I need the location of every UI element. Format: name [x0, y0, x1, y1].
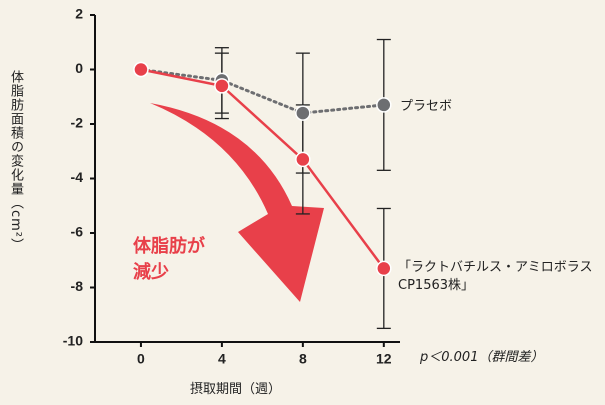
x-axis-label: 摂取期間（週）: [190, 382, 282, 397]
x-tick-label: 0: [137, 351, 145, 367]
data-point: [295, 151, 311, 168]
y-tick-label: -2: [71, 115, 84, 131]
y-tick-label: 0: [75, 60, 83, 76]
y-tick-label: -10: [63, 333, 83, 349]
series-line: [139, 68, 386, 270]
data-point: [376, 97, 392, 113]
decrease-arrow: [150, 103, 324, 302]
x-tick-label: 12: [376, 351, 392, 367]
series-line: [139, 68, 386, 115]
y-tick-label: -8: [71, 278, 84, 294]
series-label: プラセボ: [400, 99, 453, 114]
y-tick-label: -4: [71, 169, 84, 185]
y-axis-label: 体脂肪面積の変化量（cm²）: [8, 70, 23, 253]
y-tick-label: -6: [71, 224, 84, 240]
x-tick-label: 4: [218, 351, 226, 367]
y-tick-label: 2: [75, 6, 83, 22]
data-point: [376, 260, 392, 277]
series-label: 「ラクトバチルス・アミロボラス CP1563株」: [398, 260, 593, 293]
annotation: 体脂肪が: [133, 236, 205, 257]
p-value-note: p＜0.001（群間差）: [420, 350, 544, 365]
data-point: [214, 78, 230, 94]
data-point: [133, 61, 149, 78]
data-point: [295, 105, 311, 121]
annotation: 減少: [133, 262, 169, 283]
x-tick-label: 8: [299, 351, 307, 367]
